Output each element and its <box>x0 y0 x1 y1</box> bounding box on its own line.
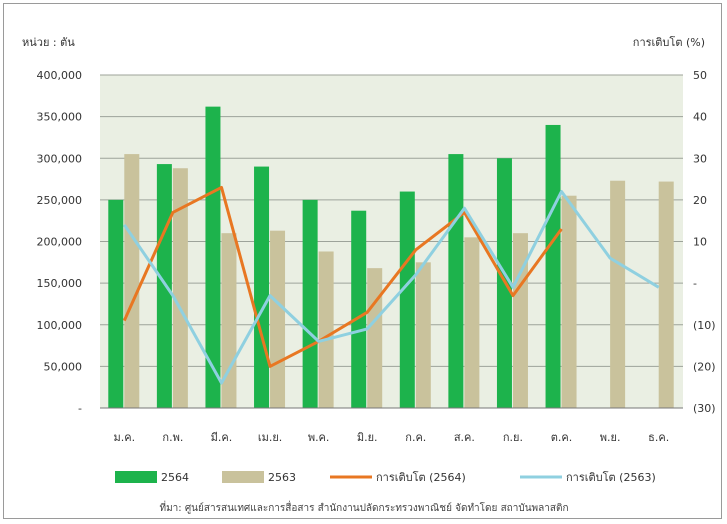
bar-2563 <box>464 237 480 408</box>
left-tick-label: 400,000 <box>37 69 83 82</box>
left-tick-label: - <box>78 402 82 415</box>
right-tick-label: (10) <box>693 319 716 332</box>
source-note: ที่มา: ศูนย์สารสนเทศและการสื่อสาร สำนักง… <box>159 500 568 514</box>
legend-label: การเติบโต (2563) <box>566 470 656 484</box>
category-label: เม.ย. <box>258 431 282 444</box>
category-label: ม.ค. <box>113 431 135 444</box>
legend: 2564 2563 การเติบโต (2564) การเติบโต (2563) <box>115 470 656 484</box>
category-label: มี.ค. <box>211 431 233 444</box>
right-tick-label: 50 <box>693 69 707 82</box>
left-tick-label: 150,000 <box>37 277 83 290</box>
category-label: ก.ย. <box>503 431 523 444</box>
line-การเติบโต (2563) <box>123 190 660 385</box>
bar-2563 <box>270 230 286 408</box>
legend-label: 2563 <box>268 471 296 484</box>
category-label: ส.ค. <box>454 431 475 444</box>
category-label: พ.ค. <box>308 431 330 444</box>
category-labels: ม.ค. ก.พ. มี.ค. เม.ย. พ.ค. มิ.ย. ก.ค. ส.ค. ก.ย. ต… <box>113 431 669 444</box>
bar-2564 <box>205 106 221 408</box>
left-tick-label: 100,000 <box>37 319 83 332</box>
right-axis-title: การเติบโต (%) <box>633 35 705 49</box>
bar-2564 <box>351 210 367 408</box>
category-label: ต.ค. <box>551 431 573 444</box>
right-tick-label: (30) <box>693 402 716 415</box>
category-label: ธ.ค. <box>648 431 669 444</box>
left-axis-ticks: 400,000 350,000 300,000 250,000 200,000 150,0… <box>37 69 83 415</box>
left-axis-unit: หน่วย : ตัน <box>22 36 75 49</box>
legend-swatch <box>222 471 264 483</box>
legend-label: การเติบโต (2564) <box>376 470 466 484</box>
bar-2564 <box>545 124 561 408</box>
bar-2563 <box>610 180 626 408</box>
growth-lines <box>122 185 660 385</box>
right-tick-label: 10 <box>693 236 707 249</box>
left-tick-label: 300,000 <box>37 152 83 165</box>
category-label: พ.ย. <box>600 431 621 444</box>
left-tick-label: 350,000 <box>37 111 83 124</box>
bar-2564 <box>156 164 172 408</box>
category-label: มิ.ย. <box>357 431 378 444</box>
category-label: ก.พ. <box>162 431 183 444</box>
legend-label: 2564 <box>161 471 189 484</box>
bar-2563 <box>172 168 188 408</box>
right-tick-label: 30 <box>693 152 707 165</box>
right-tick-label: (20) <box>693 360 716 373</box>
bar-2564 <box>448 154 464 408</box>
right-axis-ticks: 50 40 30 20 10 - (10) (20) (30) <box>693 69 716 415</box>
legend-swatch <box>115 471 157 483</box>
bar-2564 <box>399 191 415 408</box>
bar-2563 <box>318 251 334 408</box>
left-tick-label: 250,000 <box>37 194 83 207</box>
bar-2563 <box>658 181 674 408</box>
line-การเติบโต (2564) <box>122 185 563 368</box>
bar-2563 <box>415 262 431 408</box>
bar-2563 <box>367 268 383 408</box>
bar-2564 <box>302 199 318 408</box>
left-tick-label: 50,000 <box>44 360 83 373</box>
bar-2563 <box>561 195 577 408</box>
right-tick-label: - <box>693 277 697 290</box>
right-tick-label: 20 <box>693 194 707 207</box>
bar-2563 <box>124 154 140 408</box>
category-label: ก.ค. <box>405 431 426 444</box>
left-tick-label: 200,000 <box>37 236 83 249</box>
right-tick-label: 40 <box>693 111 707 124</box>
bar-2564 <box>254 166 270 408</box>
bar-2564 <box>108 199 124 408</box>
